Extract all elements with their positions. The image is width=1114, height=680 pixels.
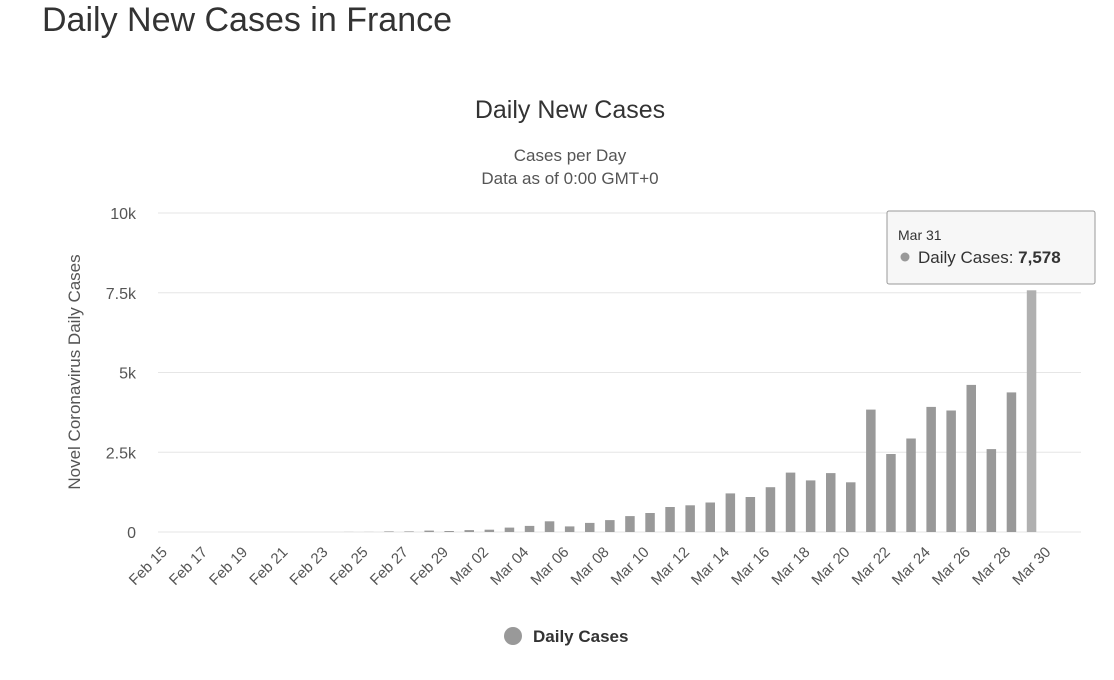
bar-mar-14[interactable] bbox=[705, 502, 716, 533]
bar-mar-29[interactable] bbox=[1006, 392, 1017, 532]
x-tick-label: Feb 17 bbox=[166, 544, 211, 589]
x-tick-label: Mar 18 bbox=[768, 544, 813, 589]
x-tick-label: Feb 19 bbox=[206, 544, 251, 589]
x-tick-label: Mar 08 bbox=[568, 544, 613, 589]
bar-mar-11[interactable] bbox=[645, 513, 655, 532]
page-title: Daily New Cases in France bbox=[42, 1, 453, 39]
tooltip-separator: : bbox=[1009, 248, 1018, 267]
x-tick-label: Feb 21 bbox=[246, 544, 291, 589]
chart-subtitle-line2: Data as of 0:00 GMT+0 bbox=[481, 169, 658, 188]
bar-mar-21[interactable] bbox=[846, 482, 856, 532]
x-tick-label: Mar 20 bbox=[808, 544, 853, 589]
x-tick-label: Feb 15 bbox=[126, 544, 171, 589]
bar-mar-02[interactable] bbox=[464, 530, 475, 532]
bar-mar-19[interactable] bbox=[805, 480, 816, 532]
legend[interactable]: Daily Cases bbox=[504, 627, 628, 646]
bar-mar-13[interactable] bbox=[685, 505, 695, 532]
x-tick-label: Mar 14 bbox=[688, 544, 733, 589]
x-tick-label: Mar 04 bbox=[487, 544, 532, 589]
bar-feb-27[interactable] bbox=[384, 531, 394, 532]
bar-mar-28[interactable] bbox=[986, 449, 997, 532]
tooltip-series-label: Daily Cases bbox=[918, 248, 1009, 267]
x-tick-label: Mar 06 bbox=[527, 544, 572, 589]
bar-mar-30[interactable] bbox=[1026, 290, 1037, 532]
chart-subtitle-line1: Cases per Day bbox=[514, 146, 627, 165]
x-tick-label: Feb 27 bbox=[367, 544, 412, 589]
tooltip-box bbox=[886, 210, 1096, 285]
y-tick-label: 5k bbox=[119, 366, 137, 383]
bar-mar-18[interactable] bbox=[785, 472, 796, 532]
y-axis-ticks: 0 2.5k 5k 7.5k 10k bbox=[106, 206, 137, 542]
bar-mar-20[interactable] bbox=[826, 473, 836, 532]
x-tick-label: Feb 25 bbox=[327, 544, 372, 589]
chart-title: Daily New Cases bbox=[475, 96, 665, 124]
svg-text:Daily Cases: 7,578: Daily Cases: 7,578 bbox=[918, 248, 1061, 267]
bar-mar-08[interactable] bbox=[585, 522, 595, 532]
x-tick-label: Mar 16 bbox=[728, 544, 773, 589]
x-tick-label: Mar 10 bbox=[608, 544, 653, 589]
bar-mar-07[interactable] bbox=[564, 526, 575, 532]
bar-mar-12[interactable] bbox=[665, 507, 675, 532]
x-tick-label: Mar 24 bbox=[889, 544, 934, 589]
bar-feb-28[interactable] bbox=[404, 531, 414, 532]
tooltip-marker-icon bbox=[900, 252, 910, 262]
bar-mar-22[interactable] bbox=[866, 409, 876, 532]
bar-mar-23[interactable] bbox=[886, 454, 896, 532]
x-tick-label: Mar 30 bbox=[1009, 544, 1054, 589]
y-tick-label: 7.5k bbox=[106, 286, 137, 303]
x-tick-label: Mar 28 bbox=[969, 544, 1014, 589]
bar-mar-01[interactable] bbox=[444, 531, 454, 532]
x-tick-label: Feb 29 bbox=[407, 544, 452, 589]
x-tick-label: Mar 22 bbox=[849, 544, 894, 589]
bar-mar-24[interactable] bbox=[906, 438, 916, 533]
legend-label: Daily Cases bbox=[533, 627, 628, 646]
bar-mar-09[interactable] bbox=[605, 520, 615, 532]
bar-mar-15[interactable] bbox=[725, 493, 736, 532]
bar-mar-03[interactable] bbox=[484, 529, 495, 532]
y-tick-label: 10k bbox=[110, 206, 137, 223]
tooltip-date: Mar 31 bbox=[898, 227, 942, 243]
y-tick-label: 2.5k bbox=[106, 445, 137, 462]
bar-mar-04[interactable] bbox=[504, 527, 515, 532]
y-tick-label: 0 bbox=[127, 525, 136, 542]
x-tick-label: Mar 12 bbox=[648, 544, 693, 589]
bar-mar-26[interactable] bbox=[946, 410, 956, 533]
bar-feb-29[interactable] bbox=[424, 530, 434, 532]
tooltip-value: 7,578 bbox=[1018, 248, 1061, 267]
x-tick-label: Feb 23 bbox=[286, 544, 331, 589]
tooltip: Mar 31 Daily Cases: 7,578 bbox=[886, 210, 1096, 285]
bars bbox=[344, 290, 1037, 533]
x-tick-label: Mar 02 bbox=[447, 544, 492, 589]
bar-mar-05[interactable] bbox=[524, 525, 535, 532]
legend-marker-icon bbox=[504, 627, 522, 645]
bar-mar-25[interactable] bbox=[926, 406, 936, 532]
bar-mar-17[interactable] bbox=[765, 487, 776, 532]
bar-mar-27[interactable] bbox=[966, 384, 977, 532]
x-tick-label: Mar 26 bbox=[929, 544, 974, 589]
y-axis-label: Novel Coronavirus Daily Cases bbox=[65, 254, 84, 489]
bar-mar-06[interactable] bbox=[544, 521, 555, 532]
bar-mar-16[interactable] bbox=[745, 497, 756, 532]
bar-mar-10[interactable] bbox=[625, 516, 635, 532]
